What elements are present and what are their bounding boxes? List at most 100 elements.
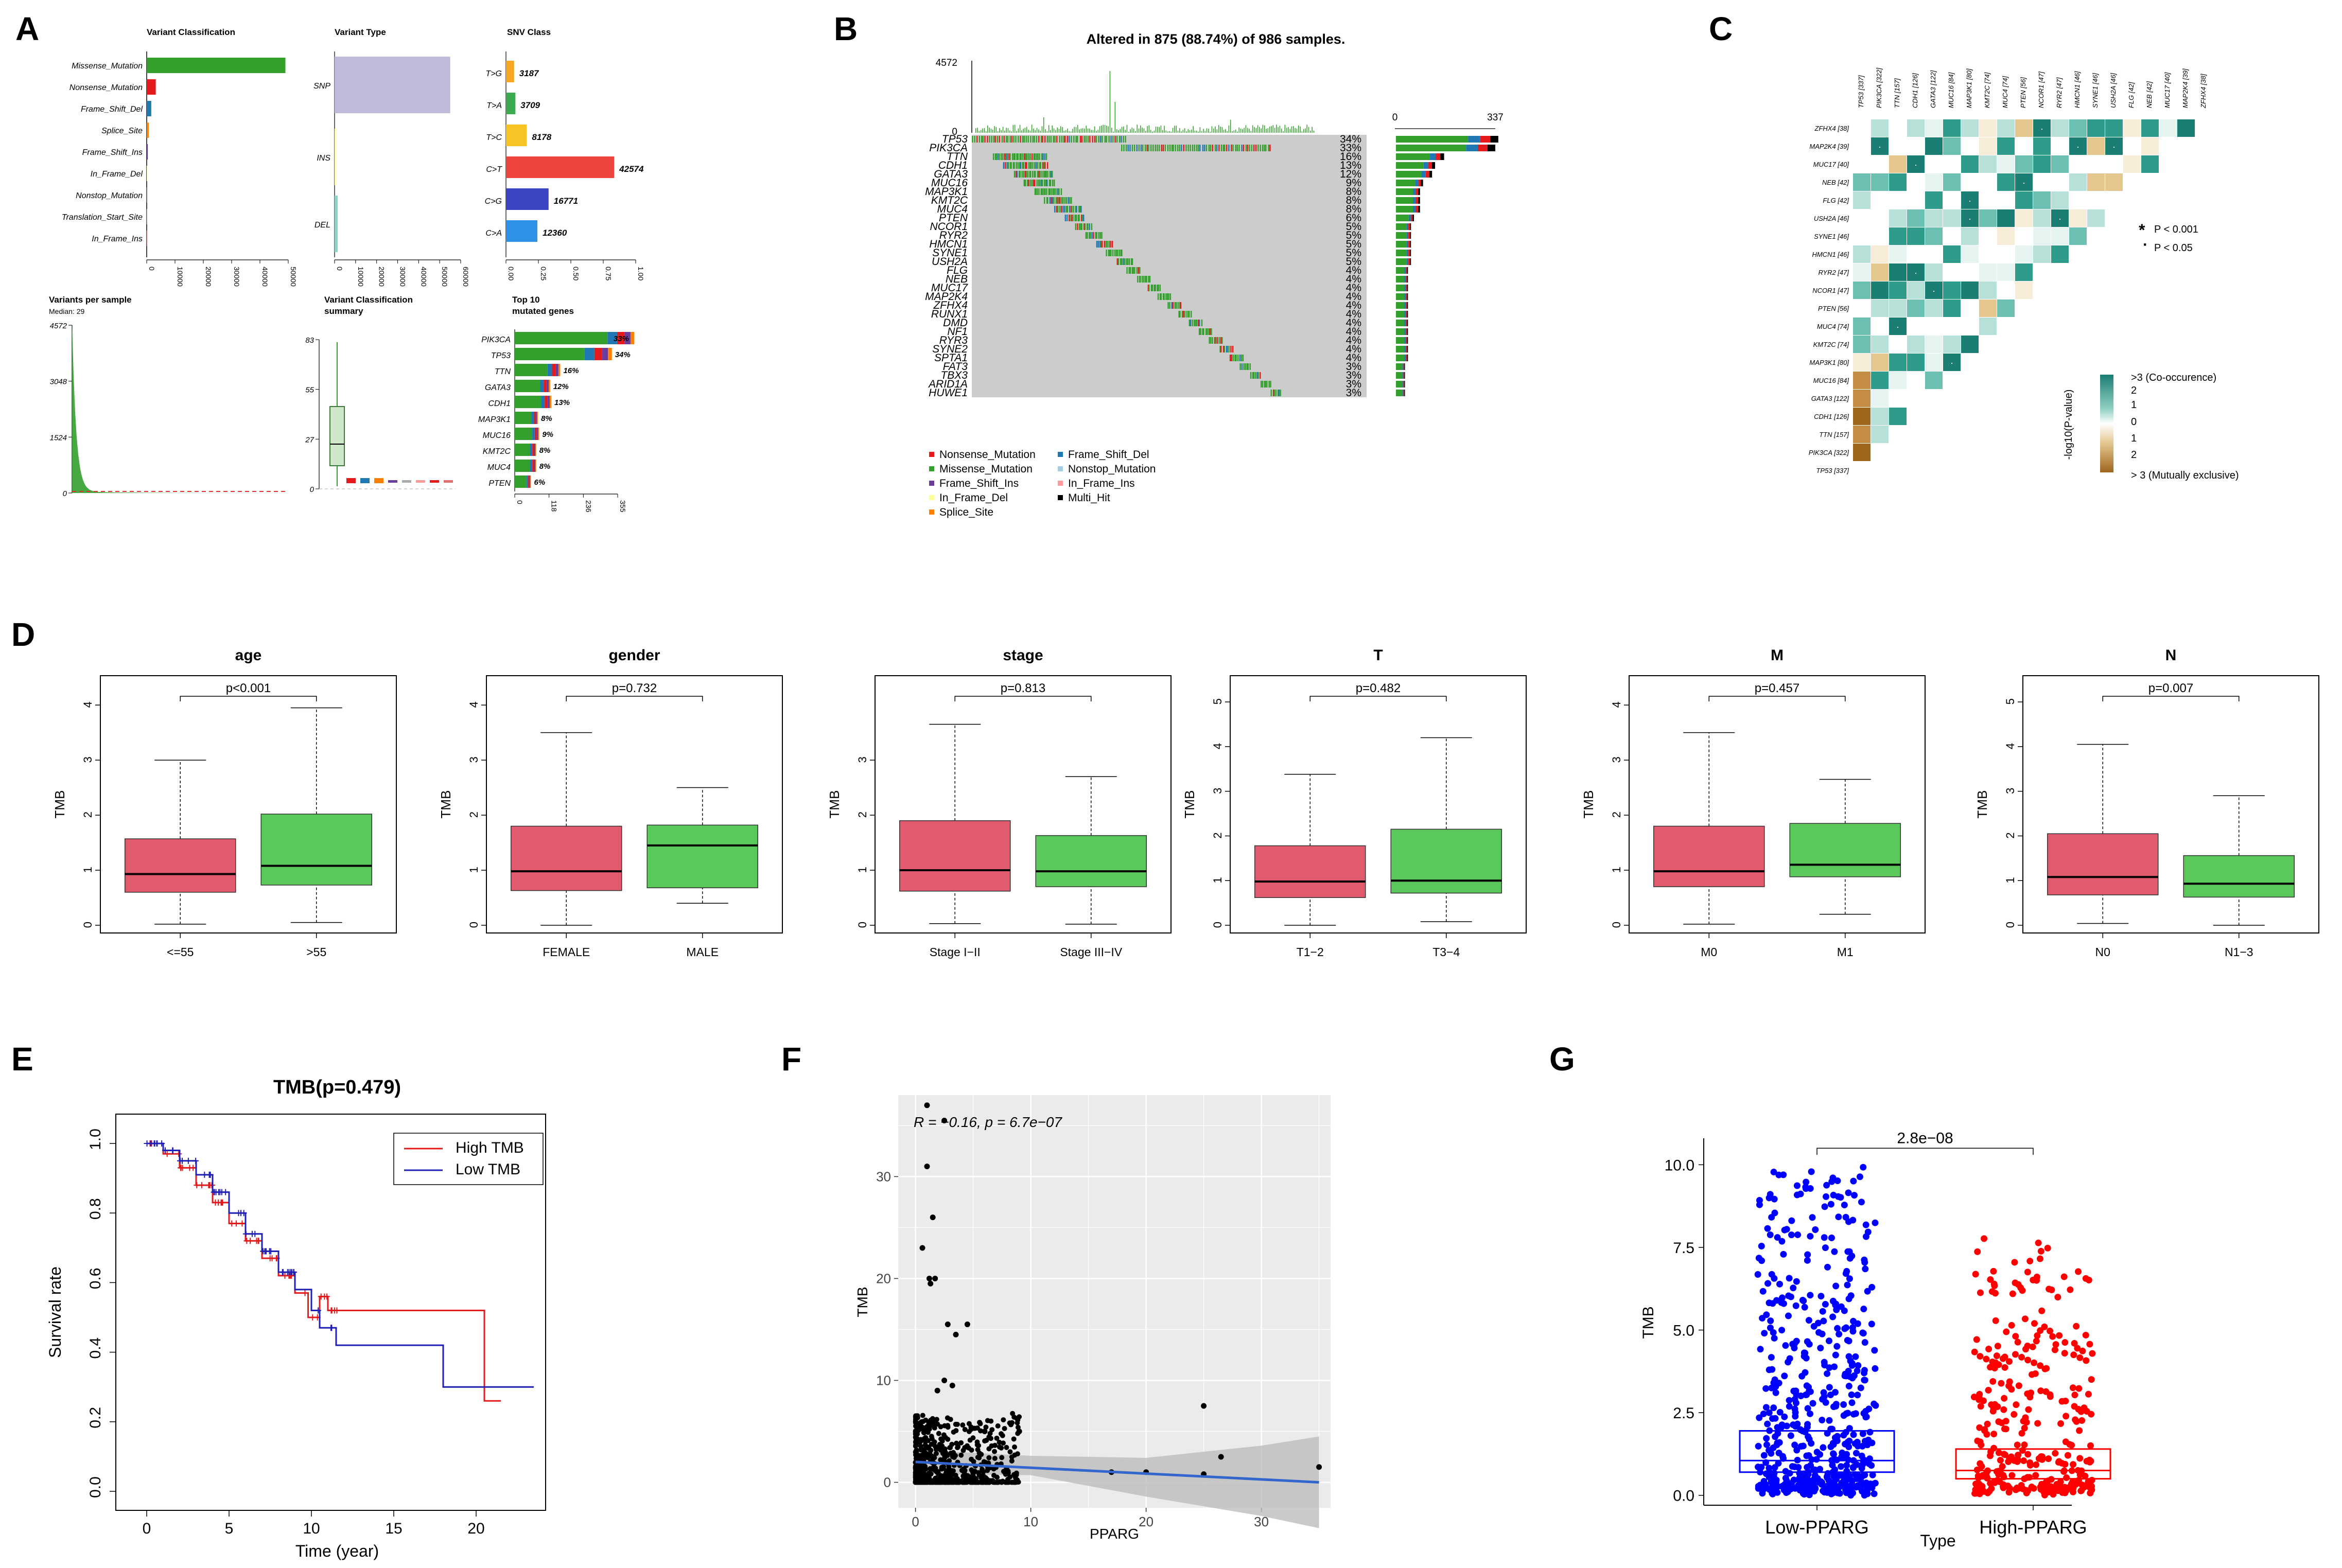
g-point: [1795, 1464, 1802, 1471]
c-sig-mark: ·: [2022, 178, 2025, 188]
b-top-bar: [1227, 131, 1228, 133]
f-point: [930, 1416, 935, 1421]
b-mutation-cell: [1061, 136, 1063, 143]
b-right-bar: [1396, 320, 1405, 326]
b-mutation-cell: [1087, 136, 1089, 143]
b-mutation-cell: [1207, 328, 1208, 335]
b-mutation-cell: [1201, 320, 1203, 326]
b-mutation-cell: [1025, 136, 1027, 143]
d-box: [125, 838, 236, 893]
b-right-bar: [1407, 337, 1408, 344]
g-point: [1860, 1164, 1867, 1171]
f-point: [927, 1450, 933, 1456]
a6-bar-segment: [545, 396, 548, 408]
c-cell: [1979, 281, 1997, 299]
b-mutation-cell: [1034, 153, 1036, 160]
b-mutation-cell: [1198, 328, 1200, 335]
g-point: [1769, 1366, 1776, 1373]
a2-bar: [335, 57, 450, 113]
e-censor-mark: [190, 1165, 197, 1171]
g-point: [2062, 1438, 2069, 1446]
b-mutation-cell: [1232, 145, 1234, 151]
c-cell: [2105, 137, 2123, 155]
a3-category-label: C>G: [485, 197, 502, 206]
c-sig-mark: ·: [1914, 160, 1917, 170]
d-p-bracket: [1309, 696, 1447, 701]
f-point: [1201, 1403, 1207, 1409]
b-mutation-cell: [1028, 180, 1029, 186]
b-mutation-cell: [1081, 215, 1083, 221]
b-mutation-cell: [1034, 171, 1035, 178]
g-point: [1859, 1472, 1866, 1479]
g-point: [2031, 1320, 2038, 1327]
a6-bar-segment: [541, 396, 545, 408]
b-mutation-cell: [1124, 258, 1126, 265]
b-percent-label: 4%: [1346, 282, 1361, 294]
c-cell: [1925, 173, 1943, 191]
b-gene-label: ZFHX4: [933, 299, 968, 311]
c-cell: [2141, 155, 2159, 173]
c-cell: [1961, 119, 1979, 137]
b-mutation-cell: [1240, 355, 1243, 361]
g-point: [1817, 1344, 1824, 1351]
f-point: [914, 1430, 919, 1436]
g-point: [1865, 1460, 1873, 1467]
b-top-bar: [982, 128, 983, 133]
b-mutation-cell: [1043, 162, 1045, 169]
b-right-bar: [1440, 153, 1444, 160]
a6-bar-segment: [515, 348, 585, 360]
c-cell: [1997, 263, 2015, 281]
b-mutation-cell: [1059, 136, 1060, 143]
g-point: [1994, 1343, 2001, 1350]
b-mutation-cell: [1050, 136, 1052, 143]
b-right-bar: [1396, 223, 1407, 230]
a6-bar-label: 16%: [563, 366, 579, 375]
a6-bar-segment: [534, 428, 537, 440]
g-point: [1774, 1489, 1781, 1496]
g-p-bracket: [1816, 1148, 2034, 1155]
g-point: [1868, 1320, 1875, 1328]
b-top-bar: [1131, 127, 1133, 133]
b-right-bar: [1396, 293, 1405, 300]
f-point: [958, 1440, 964, 1446]
b-mutation-cell: [1080, 223, 1081, 230]
g-point: [2012, 1279, 2019, 1287]
g-point: [1785, 1292, 1792, 1299]
b-mutation-cell: [1178, 311, 1180, 318]
g-point: [1809, 1214, 1816, 1221]
g-point: [2044, 1244, 2051, 1252]
b-mutation-cell: [989, 136, 990, 143]
f-point: [932, 1275, 938, 1281]
f-point: [960, 1422, 966, 1428]
b-mutation-cell: [1089, 223, 1090, 230]
a5-box-small: [388, 480, 397, 483]
b-gene-label: MUC17: [931, 282, 969, 294]
a5-box-small: [402, 480, 411, 483]
g-point: [1987, 1448, 1995, 1455]
g-point: [1763, 1441, 1771, 1448]
b-mutation-cell: [1080, 206, 1082, 213]
b-mutation-cell: [1158, 145, 1160, 151]
c-cell: [1871, 173, 1889, 191]
b-top-bar: [980, 130, 982, 133]
c-cell: [2123, 119, 2141, 137]
b-legend-label: Nonstop_Mutation: [1068, 463, 1156, 475]
g-point: [2032, 1472, 2039, 1479]
b-right-bar: [1406, 250, 1409, 256]
b-mutation-cell: [1054, 206, 1056, 213]
d-y-tick-label: 4: [81, 701, 94, 708]
g-point: [2078, 1482, 2086, 1489]
b-top-bar: [978, 131, 980, 133]
g-point: [1843, 1468, 1850, 1475]
b-percent-label: 4%: [1346, 326, 1361, 338]
f-point: [939, 1443, 945, 1449]
d-p-bracket: [2102, 696, 2240, 701]
g-point: [2052, 1450, 2059, 1457]
c-cell: [1943, 299, 1961, 317]
b-top-bar: [1210, 131, 1211, 133]
g-point: [1845, 1383, 1852, 1390]
b-right-bar: [1404, 302, 1406, 309]
b-top-bar: [1233, 130, 1235, 133]
g-point: [2047, 1391, 2054, 1398]
g-point: [1825, 1337, 1832, 1345]
